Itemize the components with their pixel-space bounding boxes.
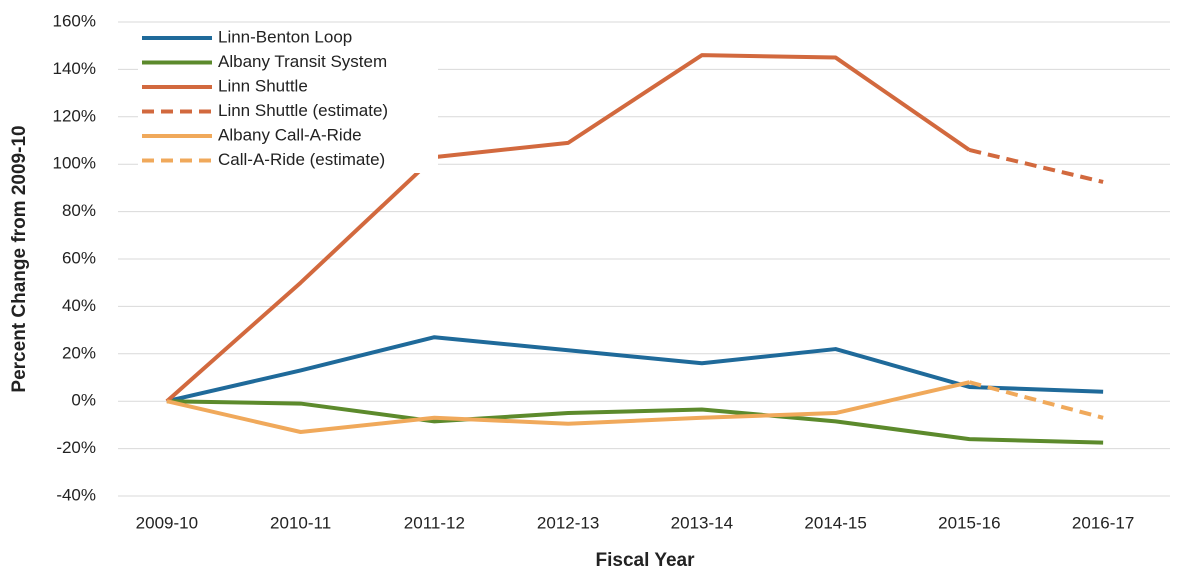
legend-label: Albany Call-A-Ride bbox=[218, 125, 362, 144]
legend-label: Albany Transit System bbox=[218, 52, 387, 71]
y-tick-label: 60% bbox=[62, 248, 96, 267]
y-tick-label: 100% bbox=[53, 154, 96, 173]
x-tick-label: 2015-16 bbox=[938, 513, 1000, 532]
y-tick-label: 140% bbox=[53, 59, 96, 78]
x-axis-title: Fiscal Year bbox=[596, 550, 696, 571]
y-tick-label: 20% bbox=[62, 343, 96, 362]
y-tick-label: 160% bbox=[53, 11, 96, 30]
legend-label: Call-A-Ride (estimate) bbox=[218, 150, 385, 169]
x-tick-label: 2014-15 bbox=[804, 513, 866, 532]
y-tick-label: -40% bbox=[56, 485, 96, 504]
y-tick-label: 0% bbox=[71, 391, 96, 410]
x-tick-label: 2012-13 bbox=[537, 513, 599, 532]
x-tick-label: 2016-17 bbox=[1072, 513, 1134, 532]
y-tick-label: 120% bbox=[53, 106, 96, 125]
x-tick-label: 2009-10 bbox=[136, 513, 198, 532]
legend-label: Linn-Benton Loop bbox=[218, 27, 352, 46]
legend-box bbox=[138, 26, 438, 173]
series-line bbox=[166, 335, 1104, 404]
series-line bbox=[166, 380, 970, 435]
series-line bbox=[968, 380, 1104, 420]
series-line bbox=[968, 148, 1104, 184]
x-tick-label: 2013-14 bbox=[671, 513, 733, 532]
series-line bbox=[166, 399, 1104, 445]
y-tick-label: -20% bbox=[56, 438, 96, 457]
y-axis-title: Percent Change from 2009-10 bbox=[9, 125, 30, 392]
x-tick-label: 2011-12 bbox=[404, 513, 465, 532]
legend-label: Linn Shuttle bbox=[218, 76, 308, 95]
y-tick-label: 80% bbox=[62, 201, 96, 220]
series-line bbox=[165, 53, 971, 403]
x-tick-label: 2010-11 bbox=[270, 513, 331, 532]
legend-label: Linn Shuttle (estimate) bbox=[218, 101, 388, 120]
y-tick-label: 40% bbox=[62, 296, 96, 315]
